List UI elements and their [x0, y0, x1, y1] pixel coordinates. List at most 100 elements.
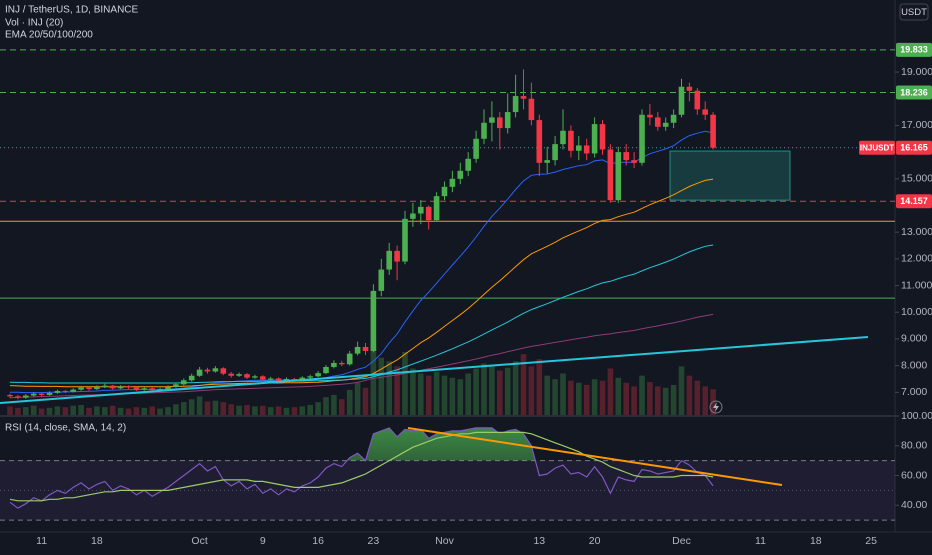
volume-bar [46, 407, 53, 415]
volume-bar [370, 347, 377, 415]
level-label: 14.157 [900, 196, 928, 206]
y-tick-label: 12.000 [901, 253, 932, 265]
volume-bar [702, 386, 708, 415]
candle-body [228, 373, 234, 376]
volume-bar [528, 366, 535, 415]
level-label: 19.833 [900, 45, 928, 55]
volume-bar [252, 406, 258, 415]
volume-bar [418, 373, 424, 415]
currency-box[interactable] [899, 3, 929, 21]
y-tick-label: 40.00 [901, 499, 927, 511]
candle-body [212, 368, 219, 372]
candle-body [576, 145, 582, 151]
volume-bar [38, 408, 45, 415]
level-label-box [896, 194, 932, 209]
candle-body [694, 90, 701, 110]
volume-bar [275, 406, 282, 415]
candle-body [520, 96, 527, 99]
volume-bar [362, 387, 369, 415]
volume-bar [647, 382, 653, 415]
level-label-box [896, 85, 932, 100]
volume-bar [109, 405, 116, 415]
candle-body [260, 376, 266, 380]
x-tick-label: 25 [865, 535, 877, 547]
volume-bar [188, 399, 195, 415]
candle-body [362, 346, 369, 351]
candle-body [568, 130, 574, 151]
candle-body [46, 392, 53, 395]
volume-bar [639, 375, 645, 415]
candle-body [54, 390, 61, 393]
volume-bar [117, 407, 124, 415]
volume-bar [196, 396, 203, 415]
volume-bar [473, 368, 479, 415]
volume-bar [346, 389, 353, 415]
candle-body [647, 114, 653, 118]
candle-body [236, 374, 242, 376]
level-label-box [896, 140, 932, 155]
indicator-label: EMA 20/50/100/200 [5, 30, 93, 41]
candle-body [331, 362, 337, 367]
candle-body [536, 120, 543, 163]
volume-bar [433, 372, 440, 415]
candle-body [655, 117, 661, 127]
candle-body [607, 149, 614, 201]
price-annotation-layer [0, 336, 869, 414]
candle-body [244, 374, 250, 378]
volume-bar [244, 404, 250, 415]
candle-body [102, 385, 108, 387]
candle-body [631, 160, 637, 163]
y-tick-label: 80.00 [901, 440, 927, 452]
volume-bar [378, 357, 385, 415]
volume-bar [94, 406, 100, 415]
volume-bar [157, 408, 163, 415]
candle-body [599, 124, 606, 150]
x-tick-label: 18 [810, 535, 822, 547]
candle-body [433, 196, 440, 221]
volume-bar [489, 366, 495, 415]
volume-bar [599, 380, 606, 415]
volume-bar [497, 370, 503, 415]
candle-body [615, 152, 622, 201]
currency-label[interactable]: USDT [901, 7, 927, 18]
candle-body [149, 388, 155, 391]
symbol-label-box [859, 140, 895, 155]
candle-body [457, 170, 464, 179]
candle-body [299, 377, 306, 381]
x-tick-label: 11 [755, 535, 766, 547]
candle-body [181, 380, 187, 385]
ema-line [9, 244, 714, 384]
event-icon [713, 402, 719, 412]
volume-bar [425, 375, 432, 415]
volume-bar [141, 407, 148, 415]
candle-body [78, 387, 84, 390]
rsi-trend-line [407, 427, 783, 486]
volume-bar [512, 361, 519, 415]
x-tick-label: 9 [260, 535, 266, 547]
volume-bar [615, 377, 622, 415]
rsi-title: RSI (14, close, SMA, 14, 2) [5, 423, 126, 434]
candle-body [528, 98, 535, 121]
y-tick-label: 19.000 [901, 66, 932, 78]
volume-bar [54, 406, 61, 415]
volume-bar [70, 405, 76, 415]
volume-bar [591, 379, 598, 415]
candle-body [70, 389, 76, 392]
candle-body [504, 112, 511, 129]
volume-bar [165, 407, 171, 415]
volume-bar [62, 407, 69, 415]
y-tick-label: 7.000 [901, 386, 927, 398]
candle-body [425, 206, 432, 221]
candle-body [86, 387, 92, 390]
candle-body [133, 387, 140, 390]
volume-bar [520, 354, 527, 415]
volume-bar [133, 407, 140, 415]
candle-body [489, 117, 495, 123]
y-tick-label: 13.000 [901, 226, 932, 238]
level-label: 16.165 [900, 143, 928, 153]
indicator-label: Vol · INJ (20) [5, 18, 63, 29]
x-tick-label: 16 [312, 535, 324, 547]
volume-bar [457, 379, 464, 415]
y-tick-label: 10.000 [901, 306, 932, 318]
x-tick-label: Dec [672, 535, 691, 547]
